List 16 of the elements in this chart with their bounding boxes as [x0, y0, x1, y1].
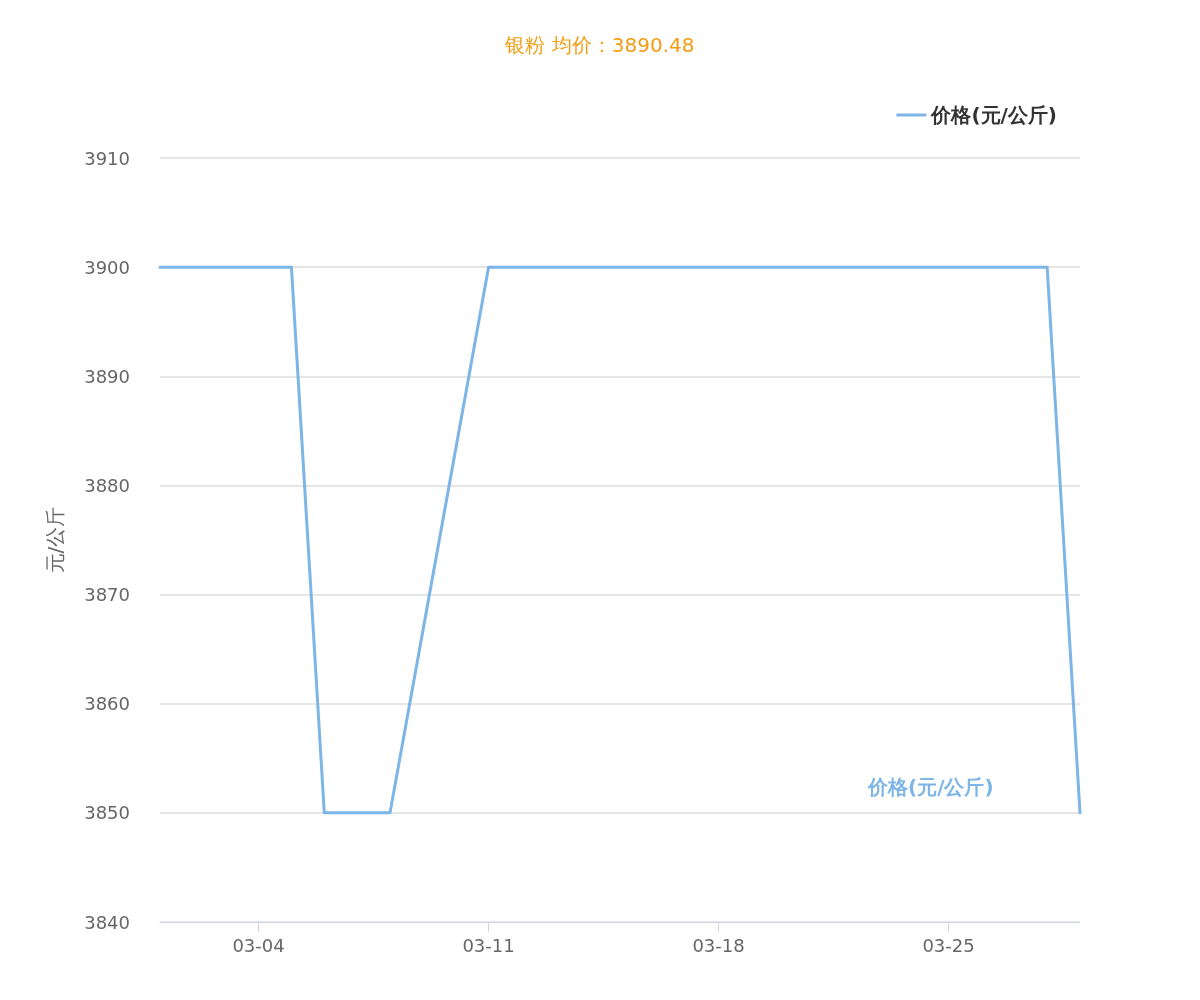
x-tick-label: 03-04: [232, 934, 285, 956]
legend-label: 价格(元/公斤): [930, 103, 1058, 127]
y-tick-label: 3900: [84, 256, 130, 278]
text: 价格(元/公斤): [868, 774, 994, 799]
y-tick-label: 3860: [84, 693, 130, 715]
y-tick-label: 3870: [84, 584, 130, 606]
x-tick-label: 03-25: [922, 934, 975, 956]
x-tick-label: 03-18: [692, 934, 745, 956]
y-axis-title: 元/公斤: [43, 506, 67, 574]
y-tick-label: 3850: [84, 802, 130, 824]
x-tick-label: 03-11: [462, 934, 515, 956]
y-tick-label: 3890: [84, 365, 130, 387]
y-tick-label: 3840: [84, 911, 130, 933]
y-tick-label: 3880: [84, 474, 130, 496]
chart-title: 银粉 均价：3890.48: [504, 33, 695, 57]
y-tick-label: 3910: [84, 147, 130, 169]
